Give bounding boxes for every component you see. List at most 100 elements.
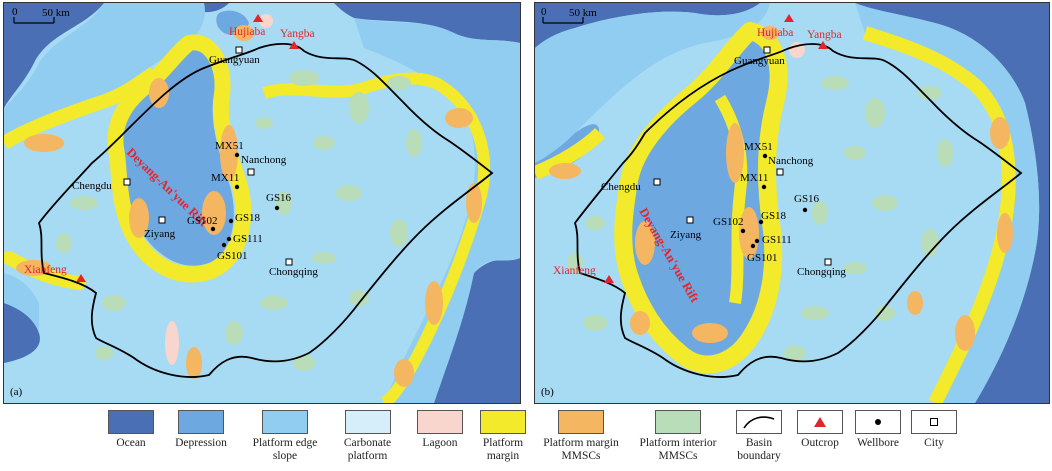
well-label-mx51: MX51 [215,140,244,152]
legend-swatch [655,410,701,434]
city-label-nanchong: Nanchong [768,155,814,167]
outcrop-triangle-icon [604,275,614,283]
city-label-chengdu: Chengdu [601,181,641,193]
city-label-guangyuan: Guangyuan [209,54,260,66]
ocean-region [535,3,760,48]
legend-label: Basin boundary [737,437,781,462]
legend-label: Carbonate platform [343,437,392,462]
wellbore-markers [740,153,808,249]
legend: Ocean Depression Platform edge slope Car… [0,406,1052,468]
outcrop-triangle-icon [818,41,828,49]
legend-item-depression: Depression [165,406,237,450]
legend-item-basin-boundary: Basin boundary [728,406,790,463]
legend-item-slope: Platform edge slope [245,406,325,463]
city-label-chongqing: Chongqing [797,266,846,278]
legend-label: Outcrop [801,437,839,449]
legend-swatch [855,410,901,434]
outcrop-triangle-icon [289,41,299,49]
outcrop-triangle-icon [814,417,826,427]
lagoon [165,321,179,365]
city-square-icon [776,168,784,176]
outcrop-label-xianfeng: Xianfeng [553,265,596,277]
city-square-icon [653,178,661,186]
legend-swatch [417,410,463,434]
platform-margin-belt [862,26,1016,403]
well-label-gs102: GS102 [187,215,218,227]
city-square-icon [686,216,694,224]
scale-bar [542,17,584,24]
ocean-region [434,258,520,403]
legend-label: Platform edge slope [252,437,318,462]
legend-swatch [797,410,843,434]
city-square-icon [123,178,131,186]
lagoon [259,14,273,28]
well-label-gs16: GS16 [794,193,820,205]
map-panel-a: 0 50 km (a) Deyang-An'yue Rift Hujiaba Y… [3,2,521,404]
well-label-mx11: MX11 [211,172,239,184]
platform-margin-belt [535,127,605,180]
city-label-ziyang: Ziyang [144,228,176,240]
slope-region [535,3,770,163]
legend-label: Platform margin [482,437,524,462]
outcrop-triangle-icon [76,274,86,282]
slope-region [354,18,520,403]
legend-label: Platform interior MMSCs [639,437,717,462]
scale-bar [13,17,55,24]
well-label-mx51: MX51 [744,141,773,153]
map-panel-b: 0 50 km (b) Deyang-An'yue Rift Hujiaba Y… [534,2,1050,404]
basin-boundary [37,42,494,378]
legend-item-wellbore: Wellbore [850,406,906,450]
outcrop-triangle-icon [253,14,263,22]
platform-margin-belt [614,22,788,374]
platform-margin-belt [262,72,491,403]
legend-item-lagoon: Lagoon [410,406,470,450]
platform-margin-belt [4,67,158,150]
slope-region [4,3,205,143]
city-label-chengdu: Chengdu [72,180,112,192]
legend-label: Depression [175,437,227,449]
well-label-gs16: GS16 [266,192,292,204]
legend-item-interior-mmscs: Platform interior MMSCs [630,406,726,463]
city-label-ziyang: Ziyang [670,229,702,241]
legend-item-carbonate-platform: Carbonate platform [330,406,405,463]
well-label-gs18: GS18 [235,212,261,224]
city-label-chongqing: Chongqing [269,266,318,278]
legend-item-city: City [906,406,962,450]
legend-label: Lagoon [422,437,458,449]
well-label-gs102: GS102 [713,216,744,228]
legend-swatch [911,410,957,434]
city-label-nanchong: Nanchong [241,154,287,166]
boundary-line-icon [743,416,775,429]
outcrop-label-xianfeng: Xianfeng [24,264,67,276]
legend-swatch [344,410,391,434]
city-square-icon [824,258,832,266]
well-label-gs18: GS18 [761,210,787,222]
wellbore-markers [210,152,280,248]
outcrop-label-yangba: Yangba [280,28,315,40]
scale-label: 50 km [42,7,70,19]
legend-swatch [736,410,782,434]
platform-margin-belt [107,34,252,283]
basin-boundary [573,43,1023,378]
well-label-gs101: GS101 [217,250,248,262]
legend-item-outcrop: Outcrop [792,406,848,450]
scale-label: 50 km [569,7,597,19]
map-b-svg: 0 50 km (b) Deyang-An'yue Rift Hujiaba Y… [535,3,1049,403]
city-square-icon [235,46,243,54]
legend-label: Ocean [116,437,146,449]
outcrop-label-yangba: Yangba [807,29,842,41]
platform-margin-belt [714,94,748,304]
legend-item-ocean: Ocean [100,406,162,450]
legend-label: Wellbore [857,437,899,449]
panel-label: (b) [541,386,554,398]
legend-swatch [178,410,224,434]
legend-item-margin-mmscs: Platform margin MMSCs [532,406,630,463]
margin-mmscs [16,25,482,387]
legend-swatch [108,410,154,434]
city-square-icon [930,418,938,426]
outcrop-label-hujiaba: Hujiaba [229,26,265,38]
interior-mmscs [567,76,953,361]
legend-item-platform-margin: Platform margin [472,406,534,463]
well-label-mx11: MX11 [740,172,768,184]
legend-swatch [558,410,604,434]
